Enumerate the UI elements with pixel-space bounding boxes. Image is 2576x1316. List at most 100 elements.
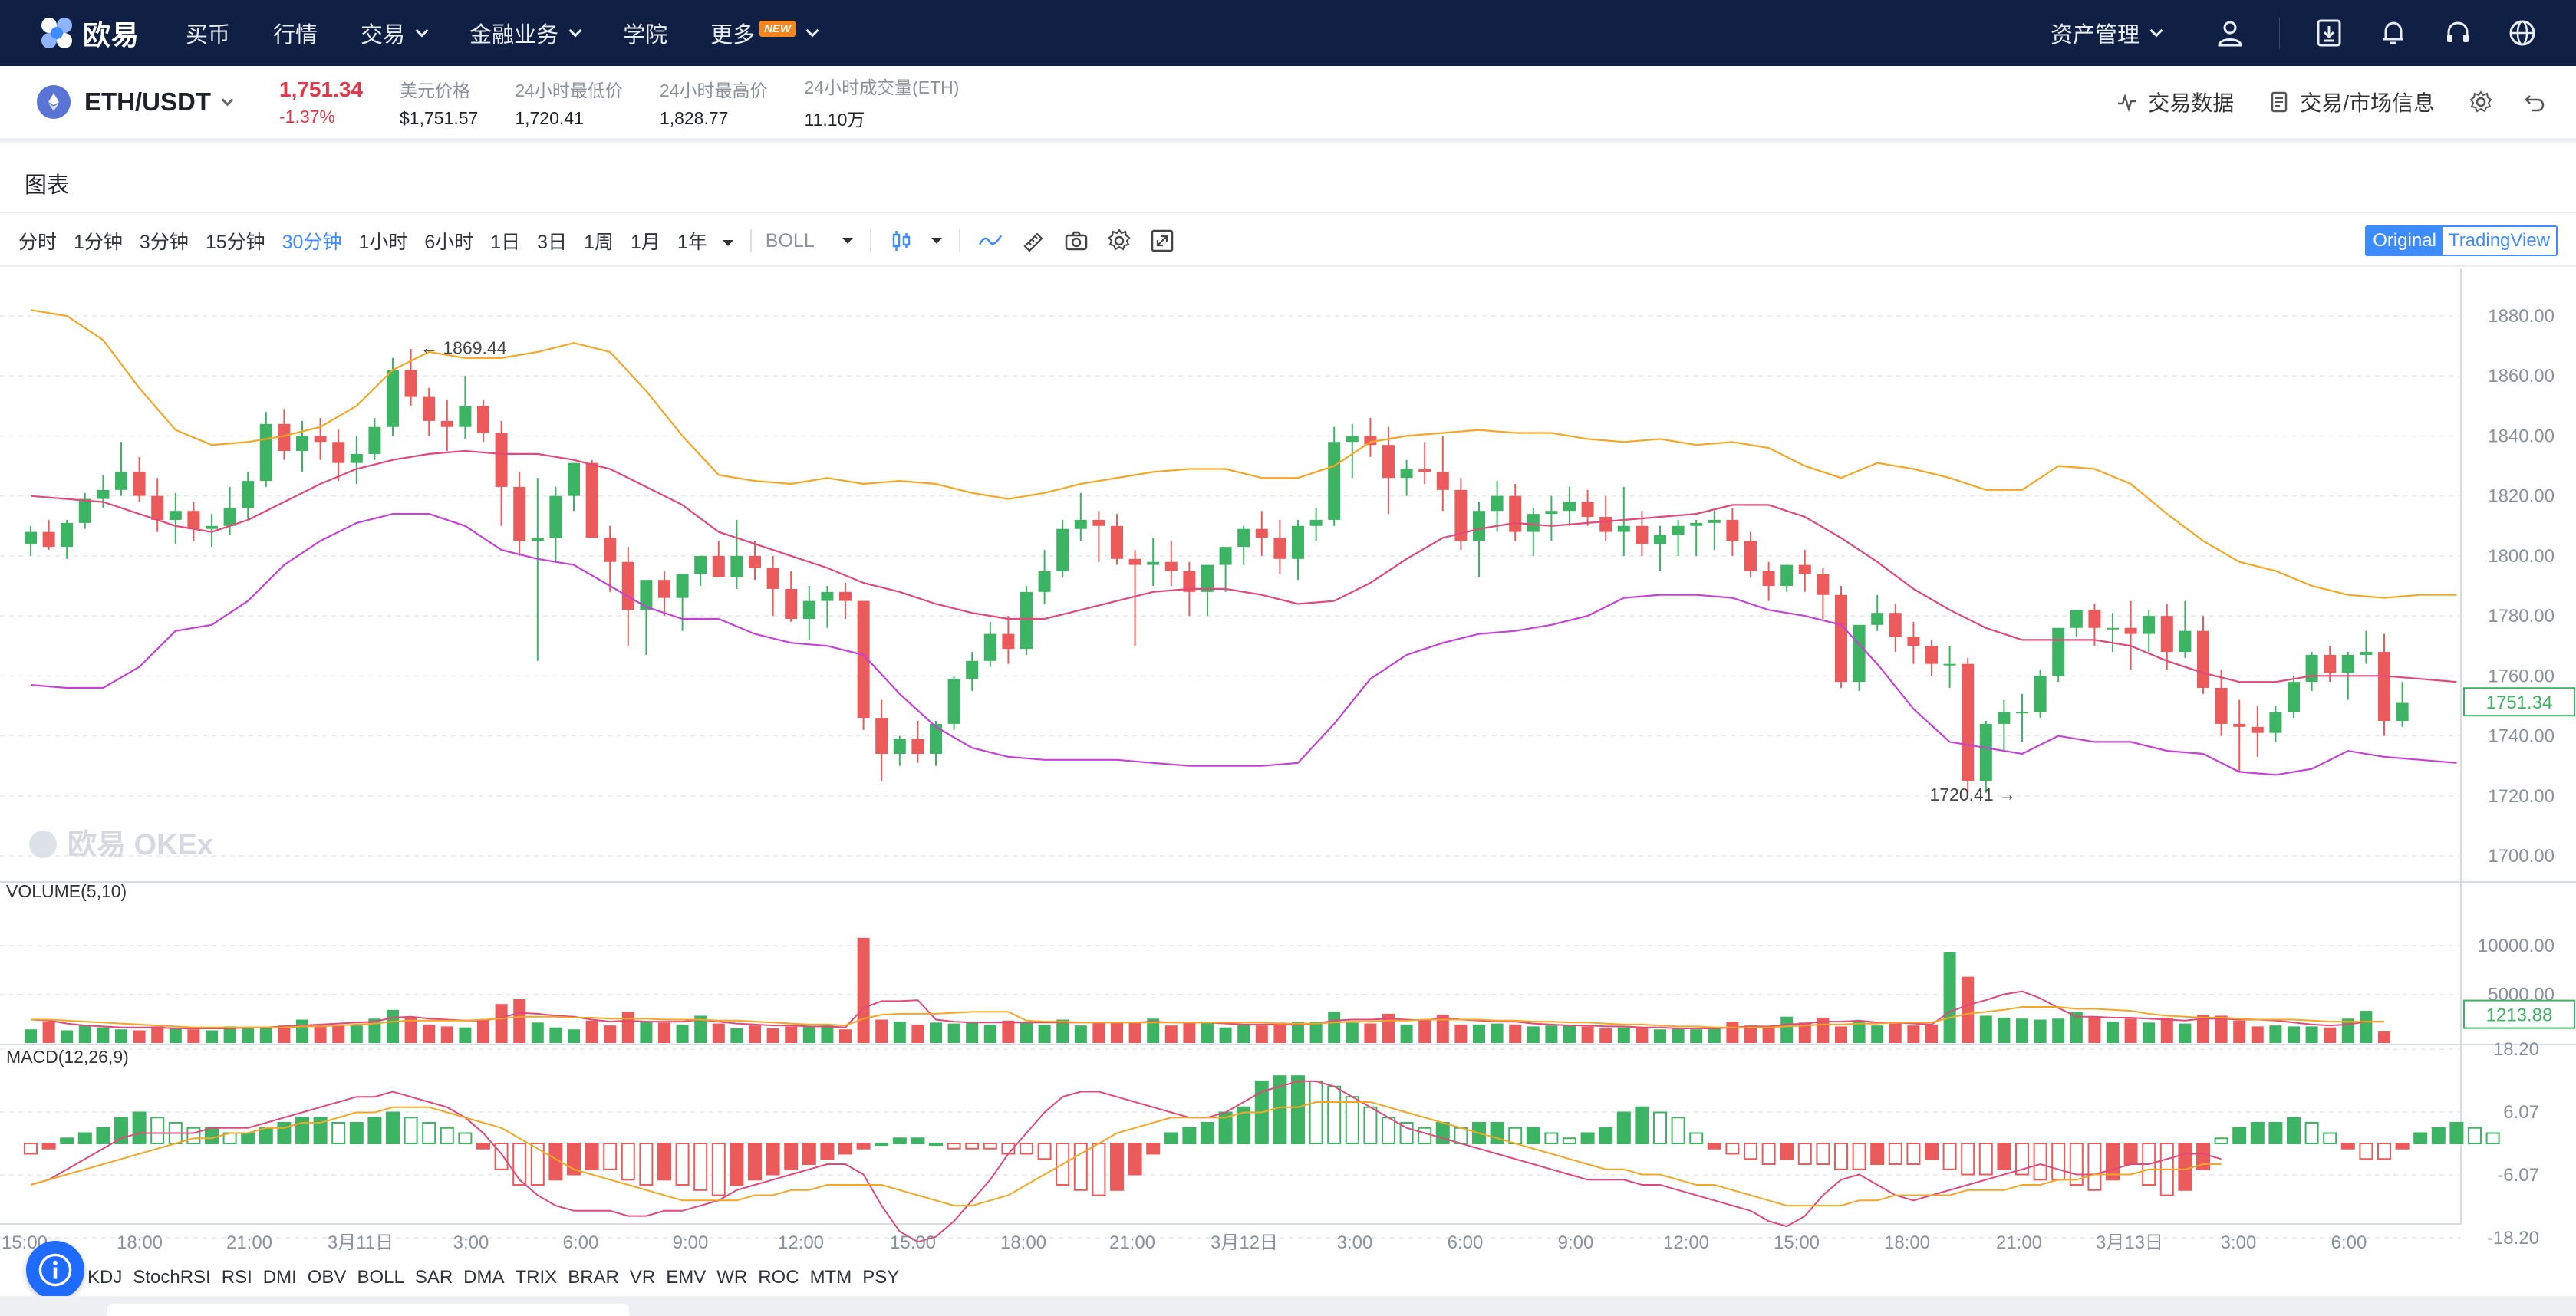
interval-1y-label: 1年 bbox=[677, 232, 707, 253]
chart-grid bbox=[0, 268, 2576, 1239]
brand-logo[interactable]: 欧易 bbox=[37, 13, 140, 53]
info-button[interactable] bbox=[26, 1241, 84, 1299]
time-tick-label: 6:00 bbox=[1448, 1232, 1484, 1253]
nav-markets[interactable]: 行情 bbox=[273, 23, 318, 48]
nav-trade[interactable]: 交易 bbox=[361, 17, 429, 49]
indicator-wr[interactable]: WR bbox=[716, 1267, 748, 1288]
candle-body bbox=[1473, 511, 1485, 541]
candle-body bbox=[368, 426, 381, 454]
macd-histogram-bar bbox=[24, 1143, 38, 1155]
candle-body bbox=[1020, 591, 1033, 650]
support-headset-icon[interactable] bbox=[2441, 16, 2475, 50]
nav-asset-management[interactable]: 资产管理 bbox=[2051, 17, 2163, 49]
chart-settings-icon[interactable] bbox=[1106, 228, 1132, 254]
candle-type-icon[interactable] bbox=[888, 228, 914, 254]
candle-body bbox=[1636, 525, 1649, 544]
market-info-link[interactable]: 交易/市场信息 bbox=[2268, 87, 2435, 117]
macd-histogram-bar bbox=[548, 1143, 563, 1181]
indicator-psy[interactable]: PSY bbox=[862, 1267, 900, 1288]
macd-histogram-bar bbox=[1128, 1143, 1142, 1176]
indicator-kdj[interactable]: KDJ bbox=[87, 1267, 123, 1288]
volume-bar bbox=[1527, 1026, 1540, 1043]
indicator-brar[interactable]: BRAR bbox=[568, 1267, 619, 1288]
macd-histogram-bar bbox=[1870, 1143, 1885, 1166]
interval-1m[interactable]: 1分钟 bbox=[74, 232, 123, 253]
candle-body bbox=[1509, 495, 1522, 532]
settings-gear-icon[interactable] bbox=[2469, 90, 2493, 114]
candle-body bbox=[857, 600, 870, 719]
pair-selector[interactable]: ETH/USDT bbox=[37, 85, 234, 119]
volume-bar bbox=[857, 937, 870, 1043]
indicator-vr[interactable]: VR bbox=[629, 1267, 656, 1288]
interval-3m[interactable]: 3分钟 bbox=[139, 232, 189, 253]
interval-1w[interactable]: 1周 bbox=[584, 232, 614, 253]
indicator-mtm[interactable]: MTM bbox=[809, 1267, 852, 1288]
interval-1d[interactable]: 1日 bbox=[490, 232, 521, 253]
price-tick-label: 1700.00 bbox=[2488, 846, 2555, 867]
nav-academy[interactable]: 学院 bbox=[623, 23, 668, 48]
indicator-sar[interactable]: SAR bbox=[414, 1267, 453, 1288]
indicator-rsi[interactable]: RSI bbox=[221, 1267, 252, 1288]
indicator-trix[interactable]: TRIX bbox=[515, 1267, 558, 1288]
interval-30m[interactable]: 30分钟 bbox=[282, 232, 342, 253]
indicator-obv[interactable]: OBV bbox=[307, 1267, 347, 1288]
fullscreen-icon[interactable] bbox=[1149, 228, 1175, 254]
download-icon[interactable] bbox=[2312, 16, 2346, 50]
volume-bar bbox=[1454, 1024, 1468, 1043]
interval-3d[interactable]: 3日 bbox=[537, 232, 568, 253]
boll-lower-line bbox=[30, 513, 2457, 776]
okx-logo-icon bbox=[41, 18, 72, 48]
time-tick-label: 3:00 bbox=[453, 1232, 489, 1253]
nav-buy-crypto[interactable]: 买币 bbox=[186, 23, 231, 48]
notification-bell-icon[interactable] bbox=[2377, 16, 2410, 50]
volume-bar bbox=[875, 1019, 888, 1043]
trade-data-link[interactable]: 交易数据 bbox=[2116, 87, 2234, 117]
ruler-draw-icon[interactable] bbox=[1020, 228, 1046, 254]
macd-histogram-bar bbox=[440, 1127, 454, 1145]
candle-body bbox=[1183, 571, 1196, 592]
candle-body bbox=[423, 396, 436, 421]
scrollbar-thumb[interactable] bbox=[107, 1304, 629, 1316]
macd-histogram-bar bbox=[1490, 1121, 1504, 1145]
indicator-stochrsi[interactable]: StochRSI bbox=[133, 1267, 211, 1288]
price-chart[interactable]: 1880.00 1860.00 1840.00 1820.00 1800.00 1780.… bbox=[0, 265, 2576, 1262]
interval-15m[interactable]: 15分钟 bbox=[205, 232, 265, 253]
volume-bar bbox=[658, 1022, 670, 1043]
indicator-boll[interactable]: BOLL bbox=[357, 1267, 404, 1288]
interval-6h[interactable]: 6小时 bbox=[424, 232, 474, 253]
indicator-dmi[interactable]: DMI bbox=[262, 1267, 297, 1288]
macd-histogram-bar bbox=[2468, 1127, 2482, 1145]
interval-1h[interactable]: 1小时 bbox=[358, 232, 408, 253]
candle-body bbox=[1255, 528, 1268, 538]
line-indicator-icon[interactable] bbox=[977, 228, 1003, 254]
macd-histogram-bar bbox=[295, 1117, 309, 1144]
camera-screenshot-icon[interactable] bbox=[1063, 228, 1089, 254]
nav-more[interactable]: 更多 NEW bbox=[710, 17, 819, 49]
view-original-button[interactable]: Original bbox=[2367, 227, 2443, 255]
volume-bar bbox=[1056, 1019, 1069, 1043]
language-globe-icon[interactable] bbox=[2505, 16, 2539, 50]
caret-down-icon[interactable] bbox=[931, 238, 942, 244]
volume-bar bbox=[1255, 1025, 1268, 1043]
undo-icon[interactable] bbox=[2522, 90, 2547, 114]
indicator-emv[interactable]: EMV bbox=[666, 1267, 707, 1288]
interval-1y[interactable]: 1年 bbox=[677, 227, 733, 255]
interval-tick[interactable]: 分时 bbox=[18, 232, 58, 253]
interval-1mo[interactable]: 1月 bbox=[630, 232, 660, 253]
indicator-roc[interactable]: ROC bbox=[758, 1267, 799, 1288]
candle-body bbox=[875, 718, 888, 755]
candle-body bbox=[1002, 633, 1015, 650]
indicator-dropdown[interactable]: BOLL bbox=[766, 230, 853, 252]
volume-bar bbox=[1020, 1022, 1033, 1043]
macd-histogram-bar bbox=[2395, 1143, 2410, 1150]
nav-finance[interactable]: 金融业务 bbox=[469, 17, 582, 49]
candle-body bbox=[2305, 654, 2318, 683]
candle-body bbox=[1328, 442, 1341, 520]
macd-histogram-bar bbox=[2250, 1121, 2265, 1145]
indicator-dma[interactable]: DMA bbox=[463, 1267, 505, 1288]
volume-bar bbox=[983, 1024, 996, 1043]
user-icon[interactable] bbox=[2213, 16, 2247, 50]
candle-body bbox=[278, 423, 291, 451]
time-tick-label: 21:00 bbox=[1996, 1232, 2042, 1253]
view-tradingview-button[interactable]: TradingView bbox=[2442, 227, 2556, 255]
